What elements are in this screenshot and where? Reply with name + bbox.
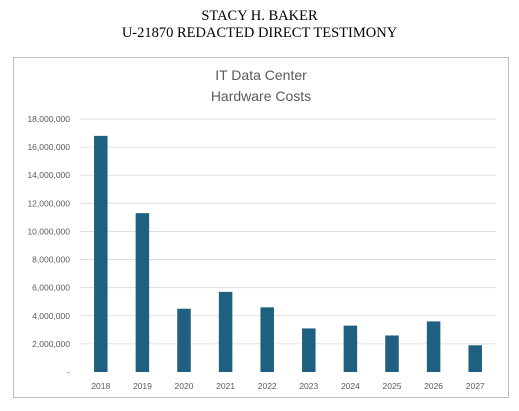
gridlines bbox=[80, 118, 496, 345]
bar-2021 bbox=[218, 291, 233, 372]
x-axis-ticks: 2018 2019 2020 2021 2022 2023 2024 2025 2026 2027 bbox=[91, 381, 485, 391]
x-tick-label: 2024 bbox=[341, 381, 360, 391]
bar-2019 bbox=[135, 213, 150, 372]
bar-2020 bbox=[177, 308, 191, 372]
document-header: STACY H. BAKER U-21870 REDACTED DIRECT T… bbox=[0, 8, 519, 42]
testimony-title: U-21870 REDACTED DIRECT TESTIMONY bbox=[121, 25, 398, 41]
bars bbox=[94, 135, 482, 372]
y-tick-label: 8,000,000 bbox=[32, 255, 70, 265]
x-tick-label: 2021 bbox=[216, 381, 235, 391]
y-tick-label: 2,000,000 bbox=[32, 339, 70, 349]
x-tick-label: 2023 bbox=[299, 381, 318, 391]
y-tick-label: 4,000,000 bbox=[32, 311, 70, 321]
y-tick-label: 16,000,000 bbox=[27, 142, 70, 152]
chart-title-line-1: IT Data Center bbox=[215, 67, 307, 83]
x-tick-label: 2025 bbox=[383, 381, 402, 391]
y-tick-label: 18,000,000 bbox=[27, 114, 70, 124]
x-tick-label: 2020 bbox=[175, 381, 194, 391]
y-tick-label: 6,000,000 bbox=[32, 283, 70, 293]
y-tick-label: - bbox=[67, 367, 70, 377]
bar-2018 bbox=[94, 135, 108, 372]
chart-title-line-2: Hardware Costs bbox=[211, 88, 311, 104]
x-tick-label: 2026 bbox=[424, 381, 443, 391]
y-axis-ticks: - 2,000,000 4,000,000 6,000,000 8,000,000 10,… bbox=[27, 114, 70, 377]
x-tick-label: 2027 bbox=[466, 381, 485, 391]
bar-2024 bbox=[343, 325, 358, 372]
y-tick-label: 10,000,000 bbox=[27, 226, 70, 236]
x-tick-label: 2022 bbox=[258, 381, 277, 391]
bar-2026 bbox=[426, 321, 441, 372]
y-tick-label: 12,000,000 bbox=[27, 198, 70, 208]
bar-2023 bbox=[302, 328, 316, 372]
x-tick-label: 2019 bbox=[133, 381, 152, 391]
bar-2022 bbox=[260, 307, 274, 372]
x-tick-label: 2018 bbox=[91, 381, 110, 391]
bar-2025 bbox=[385, 335, 399, 372]
bar-2027 bbox=[468, 345, 482, 372]
witness-name: STACY H. BAKER bbox=[201, 8, 318, 24]
y-tick-label: 14,000,000 bbox=[27, 170, 70, 180]
